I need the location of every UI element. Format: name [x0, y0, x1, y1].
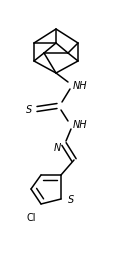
Text: N: N — [54, 142, 61, 152]
Text: Cl: Cl — [26, 212, 36, 222]
Text: S: S — [68, 194, 74, 204]
Text: NH: NH — [73, 120, 88, 130]
Text: S: S — [26, 105, 32, 115]
Text: NH: NH — [73, 81, 88, 91]
